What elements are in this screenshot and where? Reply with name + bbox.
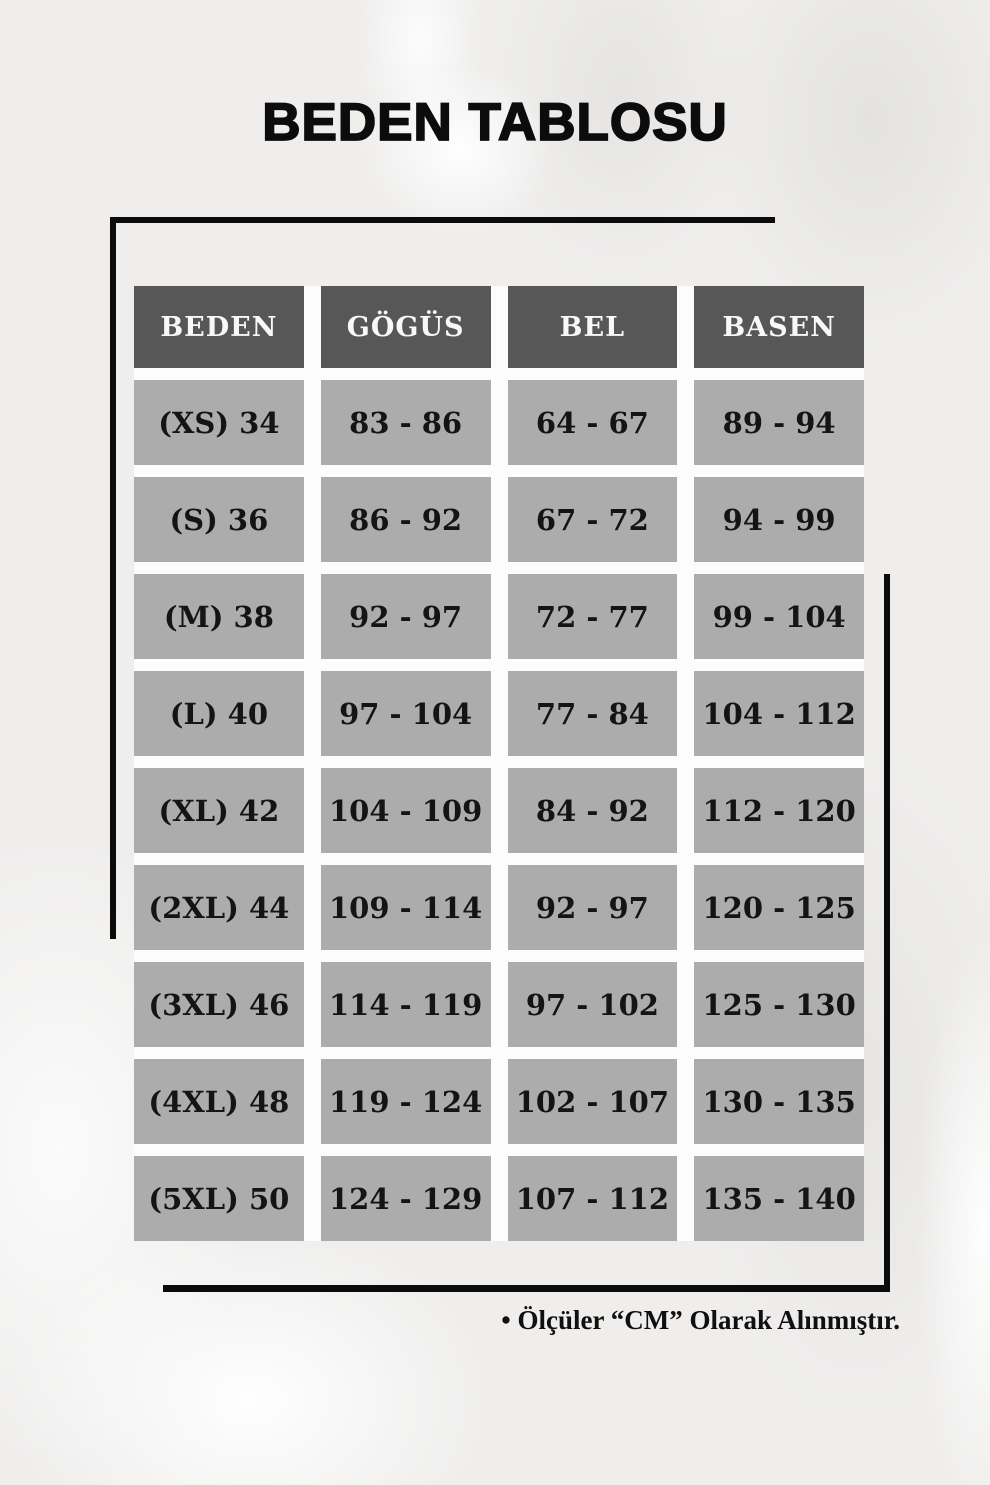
table-cell: 130 - 135	[694, 1059, 864, 1144]
table-cell: 125 - 130	[694, 962, 864, 1047]
frame-line-top	[110, 217, 775, 223]
table-cell: (5XL) 50	[134, 1156, 304, 1241]
table-cell: 135 - 140	[694, 1156, 864, 1241]
table-cell: 114 - 119	[320, 962, 491, 1047]
table-cell: 94 - 99	[694, 477, 864, 562]
header-cell-bel: BEL	[507, 286, 678, 368]
table-cell: 112 - 120	[694, 768, 864, 853]
table-cell: 97 - 102	[507, 962, 678, 1047]
table-cell: (2XL) 44	[134, 865, 304, 950]
table-cell: 102 - 107	[507, 1059, 678, 1144]
table-cell: 77 - 84	[507, 671, 678, 756]
table-cell: 92 - 97	[320, 574, 491, 659]
table-cell: (S) 36	[134, 477, 304, 562]
table-cell: 64 - 67	[507, 380, 678, 465]
header-cell-basen: BASEN	[694, 286, 864, 368]
table-cell: 86 - 92	[320, 477, 491, 562]
header-cell-beden: BEDEN	[134, 286, 304, 368]
table-cell: (XL) 42	[134, 768, 304, 853]
table-cell: 124 - 129	[320, 1156, 491, 1241]
table-cell: 104 - 109	[320, 768, 491, 853]
table-cell: (3XL) 46	[134, 962, 304, 1047]
table-cell: (L) 40	[134, 671, 304, 756]
table-cell: (4XL) 48	[134, 1059, 304, 1144]
table-cell: 89 - 94	[694, 380, 864, 465]
frame-line-right	[884, 574, 890, 1292]
frame-line-left	[110, 217, 116, 939]
table-cell: 104 - 112	[694, 671, 864, 756]
table-cell: 67 - 72	[507, 477, 678, 562]
table-cell: (M) 38	[134, 574, 304, 659]
table-cell: 119 - 124	[320, 1059, 491, 1144]
table-cell: 99 - 104	[694, 574, 864, 659]
table-cell: 109 - 114	[320, 865, 491, 950]
header-cell-gogus: GÖGÜS	[320, 286, 491, 368]
page-title: BEDEN TABLOSU	[261, 93, 728, 152]
table-cell: 97 - 104	[320, 671, 491, 756]
units-note: • Ölçüler “CM” Olarak Alınmıştır.	[501, 1305, 900, 1335]
size-table: BEDEN GÖGÜS BEL BASEN (XS) 34 83 - 86 64…	[134, 286, 864, 1241]
table-cell: 84 - 92	[507, 768, 678, 853]
table-cell: 92 - 97	[507, 865, 678, 950]
table-cell: 72 - 77	[507, 574, 678, 659]
table-cell: 107 - 112	[507, 1156, 678, 1241]
table-cell: 83 - 86	[320, 380, 491, 465]
table-cell: (XS) 34	[134, 380, 304, 465]
table-cell: 120 - 125	[694, 865, 864, 950]
frame-line-bottom	[163, 1285, 890, 1292]
